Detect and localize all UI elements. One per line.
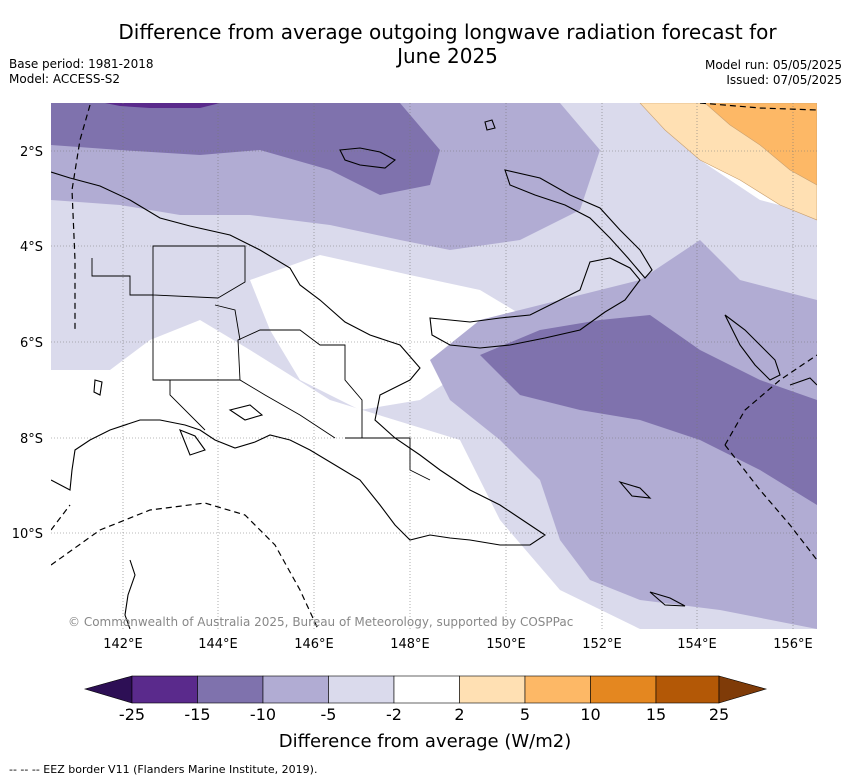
meta-left: Base period: 1981-2018 Model: ACCESS-S2 — [9, 57, 154, 87]
colorbar-tick: -15 — [184, 705, 210, 724]
colorbar-tick: -5 — [321, 705, 337, 724]
colorbar-min-extension — [83, 675, 133, 704]
colorbar-segment — [459, 675, 526, 704]
bougainville-coastline — [724, 314, 781, 381]
anomaly-band-dark-purple-south — [480, 315, 817, 505]
eez-border-north — [71, 104, 91, 330]
lat-label: 10°S — [12, 527, 43, 542]
lon-label: 150°E — [486, 637, 526, 652]
lat-label: 4°S — [20, 240, 43, 255]
anomaly-band-orange — [704, 103, 817, 186]
manus-coastline — [339, 147, 396, 169]
eez-footnote: -- -- -- EEZ border V11 (Flanders Marine… — [9, 763, 318, 776]
new-guinea-coastline — [51, 171, 546, 546]
colorbar: -25 -15 -10 -5 -2 2 5 10 15 25 Differenc… — [83, 675, 768, 752]
lon-label: 144°E — [198, 637, 238, 652]
colorbar-tick: 15 — [646, 705, 666, 724]
colorbar-segment — [393, 675, 460, 704]
eez-border-southeast — [724, 444, 817, 561]
lon-label: 142°E — [103, 637, 143, 652]
colorbar-segment — [197, 675, 264, 704]
colorbar-segment — [655, 675, 720, 704]
colorbar-tick: -25 — [119, 705, 145, 724]
solomon-islands-coastline — [618, 377, 817, 607]
map-title-line1: Difference from average outgoing longwav… — [118, 20, 777, 44]
colorbar-segment — [524, 675, 591, 704]
graticule — [51, 103, 817, 629]
meta-right: Model run: 05/05/2025 Issued: 07/05/2025 — [705, 58, 842, 88]
map-title: Difference from average outgoing longwav… — [0, 20, 850, 68]
coastlines — [51, 119, 817, 629]
colorbar-tick: 25 — [709, 705, 729, 724]
lat-label: 6°S — [20, 336, 43, 351]
lat-label: 8°S — [20, 432, 43, 447]
issued-date: Issued: 07/05/2025 — [726, 73, 842, 87]
anomaly-band-deep-purple — [105, 103, 220, 108]
border-sepik — [152, 245, 246, 299]
colorbar-tick: -10 — [250, 705, 276, 724]
colorbar-segment — [262, 675, 329, 704]
lat-labels: 2°S 4°S 6°S 8°S 10°S — [12, 145, 43, 542]
border-western-province — [153, 379, 336, 439]
lon-label: 148°E — [390, 637, 430, 652]
map-area: © Commonwealth of Australia 2025, Bureau… — [51, 103, 817, 629]
colorbar-tick: 2 — [454, 705, 464, 724]
provincial-borders — [91, 245, 431, 481]
lon-label: 152°E — [582, 637, 622, 652]
copyright-notice: © Commonwealth of Australia 2025, Bureau… — [68, 615, 573, 629]
islands-misc — [93, 119, 496, 456]
colorbar-segment — [131, 675, 198, 704]
colorbar-max-extension — [718, 675, 768, 704]
colorbar-tick: 5 — [520, 705, 530, 724]
map-title-line2: June 2025 — [397, 44, 498, 68]
lon-label: 154°E — [677, 637, 717, 652]
colorbar-ticks: -25 -15 -10 -5 -2 2 5 10 15 25 — [119, 705, 729, 724]
border-misc-1 — [91, 258, 153, 296]
lon-label: 146°E — [294, 637, 334, 652]
torres-strait-coastline — [124, 559, 136, 629]
eez-border-northeast — [699, 103, 817, 111]
colorbar-segment — [590, 675, 657, 704]
eez-borders — [51, 103, 817, 629]
colorbar-tick: 10 — [580, 705, 600, 724]
lon-label: 156°E — [773, 637, 813, 652]
lat-label: 2°S — [20, 145, 43, 160]
new-britain-coastline — [429, 257, 641, 349]
new-ireland-coastline — [504, 169, 653, 279]
eez-border-west — [51, 504, 71, 531]
eez-border-east — [724, 354, 817, 446]
colorbar-tick: -2 — [386, 705, 402, 724]
colorbar-label: Difference from average (W/m2) — [279, 731, 571, 752]
base-period: Base period: 1981-2018 — [9, 57, 154, 71]
anomaly-band-dark-purple-north — [51, 103, 440, 195]
eez-border-south-west — [51, 502, 319, 629]
colorbar-segment — [328, 675, 395, 704]
lon-labels: 142°E 144°E 146°E 148°E 150°E 152°E 154°… — [103, 637, 813, 652]
border-misc-3 — [214, 304, 241, 341]
border-misc-2 — [345, 437, 431, 481]
border-highlands — [237, 329, 363, 438]
model-name: Model: ACCESS-S2 — [9, 72, 121, 86]
model-run: Model run: 05/05/2025 — [704, 58, 842, 72]
